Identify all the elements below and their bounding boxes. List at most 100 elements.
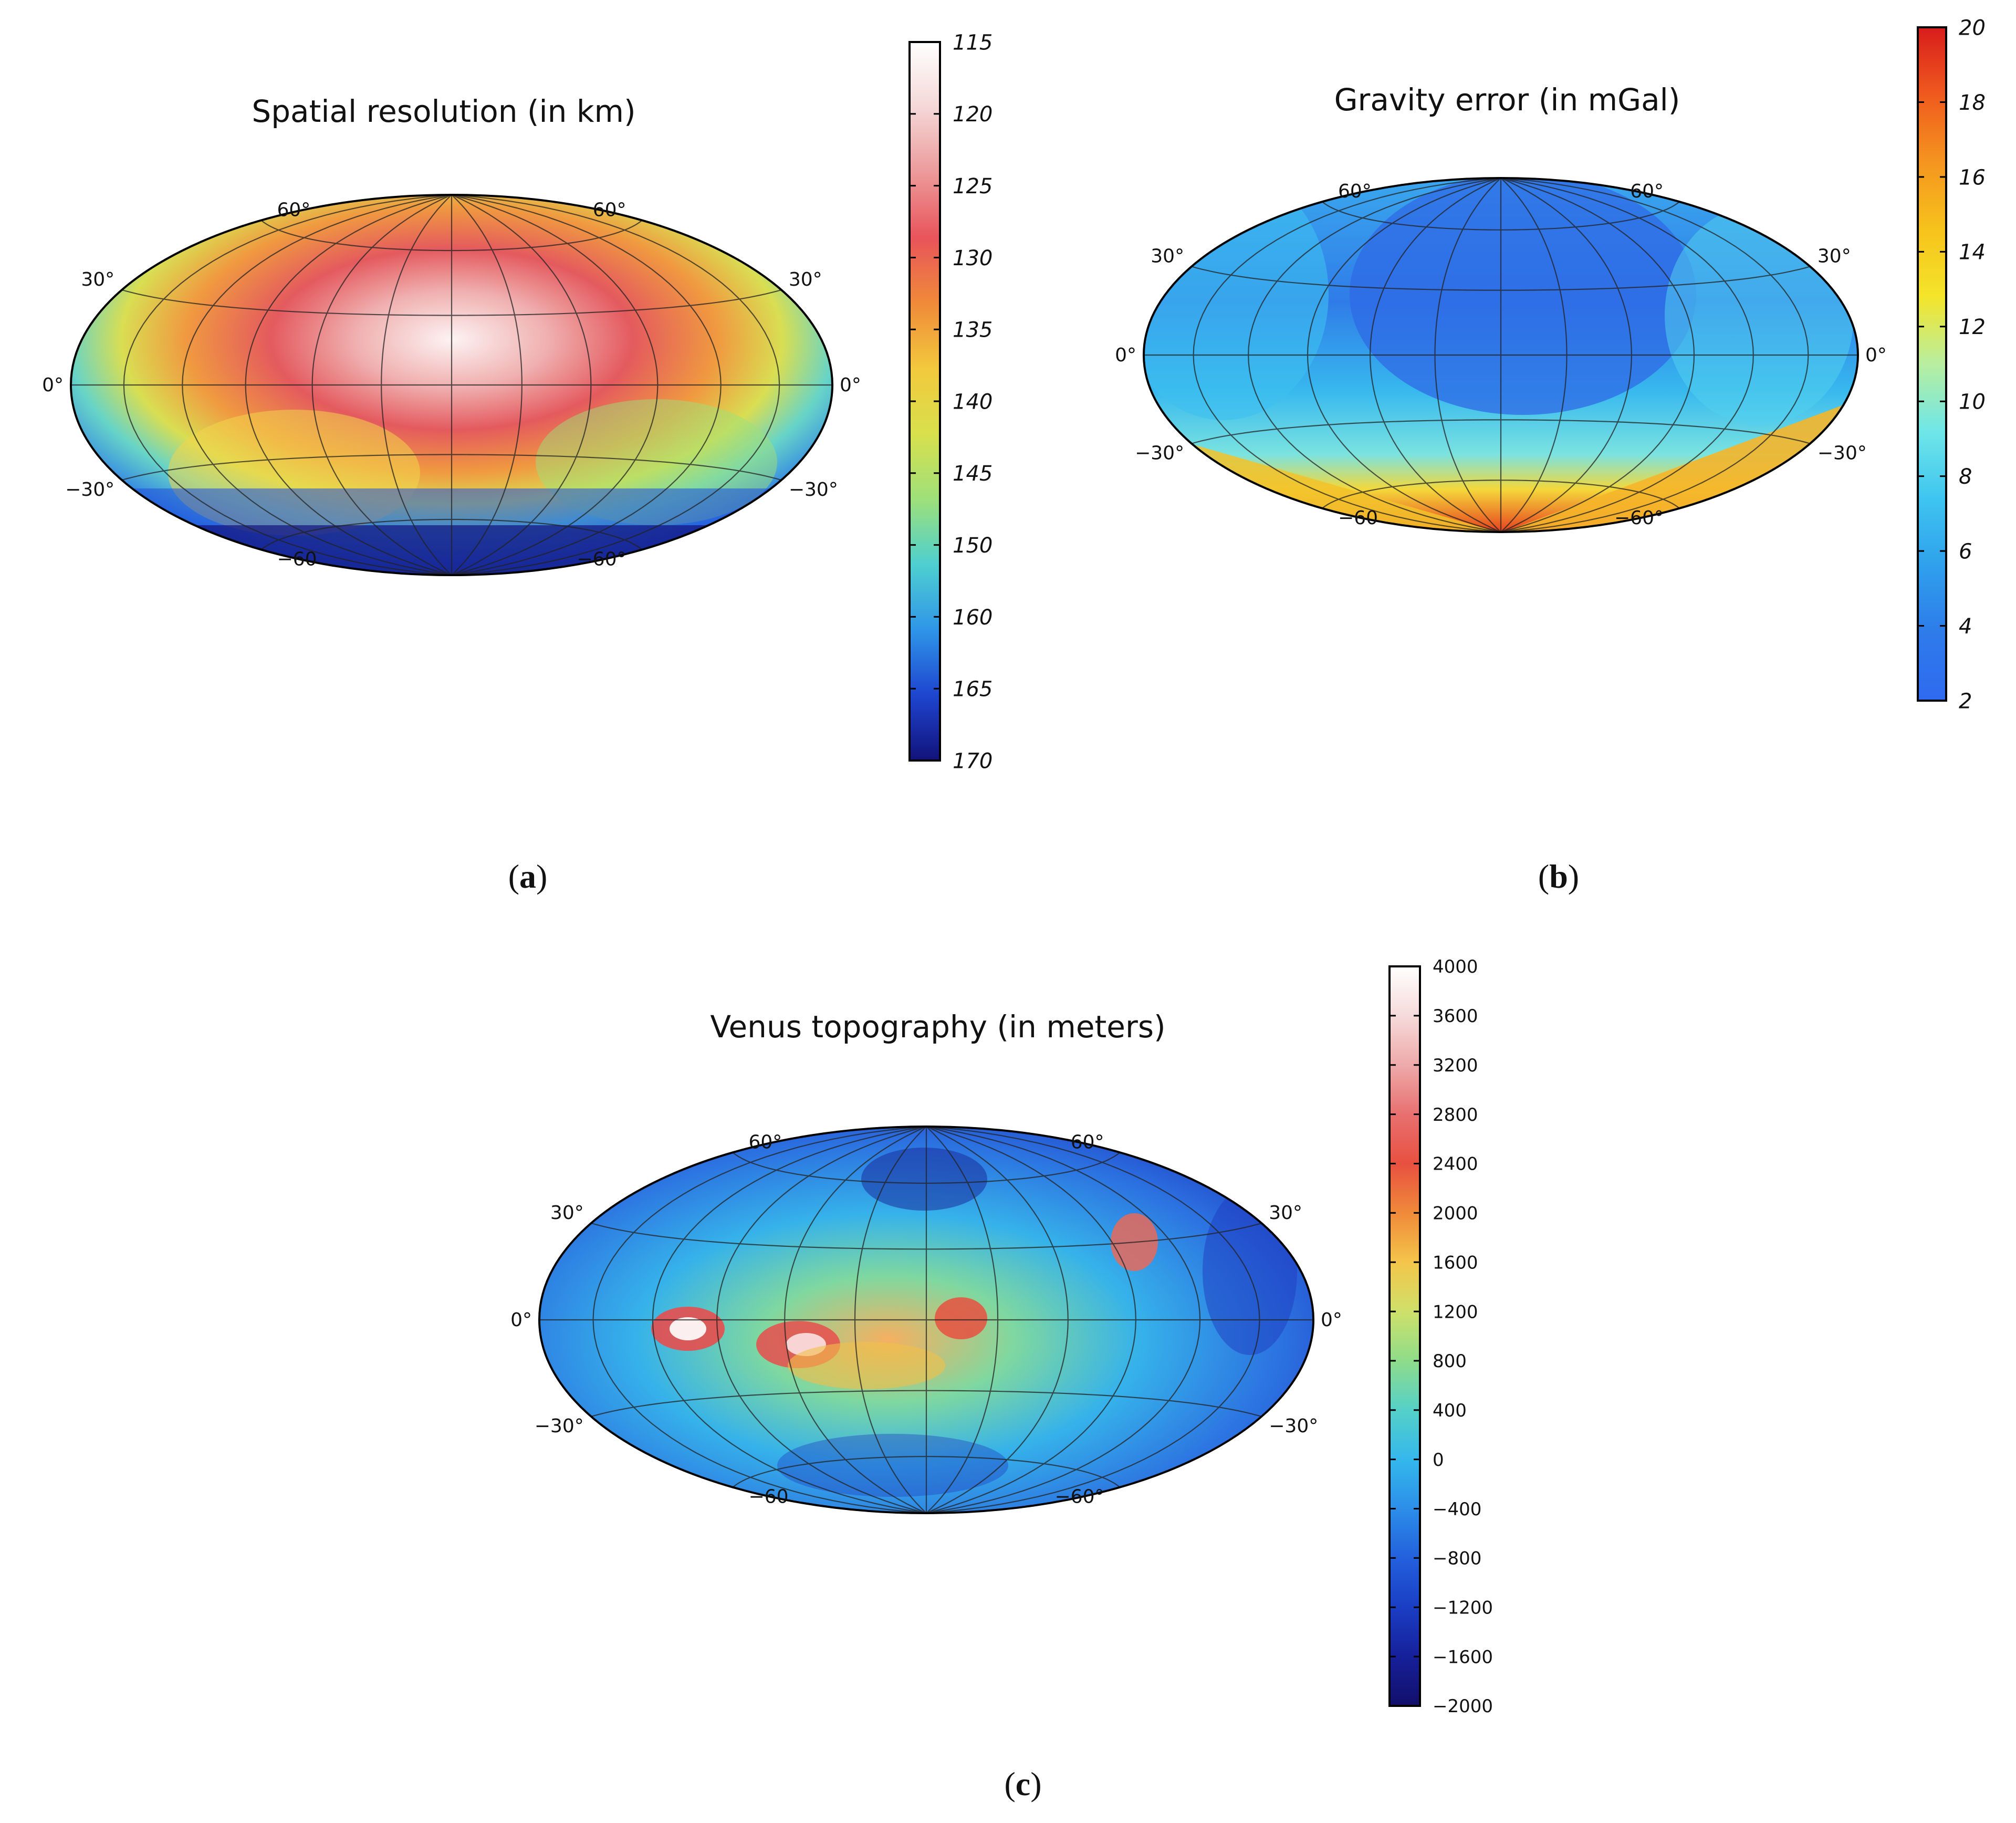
panel-c-meridian (926, 1126, 1069, 1514)
panel-a-meridian (451, 194, 722, 576)
lat-label-left: −30° (65, 479, 114, 501)
panel-a-meridian (245, 194, 452, 576)
panel-a-colorbar-tick-label: 115 (953, 30, 993, 55)
lat-label-left: −60 (1338, 507, 1378, 529)
lat-label-right: −30° (1817, 443, 1867, 464)
panel-c-colorbar-tick-label: −800 (1433, 1548, 1481, 1569)
lat-label-right: 60° (1630, 181, 1664, 202)
lat-label-left: 60° (1338, 181, 1372, 202)
panel-c-colorbar-tick-label: 400 (1433, 1400, 1467, 1421)
panel-c-caption-open: ( (1004, 1765, 1015, 1803)
panel-c-meridian (716, 1126, 927, 1514)
panel-b-meridian (1248, 177, 1501, 533)
lat-label-left: 0° (42, 374, 64, 396)
panel-a-meridian (311, 194, 452, 576)
panel-a-meridian (451, 194, 659, 576)
panel-c-colorbar-tick-label: −400 (1433, 1499, 1481, 1520)
lat-label-left: 0° (1115, 345, 1136, 366)
panel-c-meridian (592, 1126, 927, 1514)
panel-a-map-outline (70, 194, 833, 576)
panel-b-map-outline (1143, 177, 1859, 533)
panel-a-colorbar-tick-label: 145 (953, 462, 993, 486)
panel-b-caption-close: ) (1568, 858, 1579, 895)
panel-b-meridian (1434, 178, 1501, 533)
panel-c-meridian (926, 1126, 999, 1514)
lat-label-left: 60° (277, 199, 311, 221)
lat-label-right: 30° (789, 269, 822, 290)
panel-b-lat-labels: 60° 60° 30° 30° 0° 0° −30° −30° −60 −60° (1115, 181, 1887, 529)
panel-c-graticule (539, 1126, 1313, 1514)
lat-label-right: −60° (577, 549, 626, 570)
panel-a-colorbar: 115 120 125 130 135 140 145 150 160 165 170 (908, 30, 993, 773)
panel-a-meridian (381, 194, 452, 576)
panel-a-colorbar-tick-label: 135 (953, 318, 993, 342)
panel-b-meridian (1369, 177, 1501, 533)
panel-a-map (71, 195, 832, 575)
panel-c-map-outline (538, 1126, 1314, 1514)
panel-c-colorbar-tick-label: 2800 (1433, 1105, 1478, 1126)
panel-b: Gravity error (in mGal) 60° 60° 30° 30° 0° 0°… (1115, 16, 1986, 895)
panel-b-map (1144, 178, 1858, 532)
panel-a-colorbar-tick-label: 170 (953, 749, 993, 773)
lat-label-right: −60° (1055, 1486, 1104, 1508)
panel-c-meridian (854, 1126, 927, 1514)
lat-label-right: −60° (1614, 507, 1664, 529)
panel-a-colorbar-tick-label: 120 (953, 102, 993, 127)
panel-b-colorbar-tick-label: 10 (1959, 390, 1986, 414)
panel-c-meridian (784, 1126, 927, 1514)
lat-label-right: 0° (1321, 1309, 1342, 1331)
panel-c-colorbar-tick-label: 1200 (1433, 1301, 1478, 1322)
panel-b-meridian (1500, 177, 1809, 533)
panel-c-meridian (652, 1126, 927, 1514)
panel-b-meridian (1500, 177, 1633, 533)
lat-label-left: 30° (81, 269, 114, 290)
panel-a-title: Spatial resolution (in km) (252, 93, 635, 129)
panel-c-meridian (926, 1126, 1260, 1514)
lat-label-right: 0° (1865, 345, 1887, 366)
panel-a-colorbar-tick-label: 165 (953, 678, 993, 702)
panel-a-colorbar-ticks: 115 120 125 130 135 140 145 150 160 165 170 (910, 30, 993, 773)
lat-label-left: 30° (1151, 246, 1184, 267)
panel-a: Spatial resolution (in km) 60° 60° 30° 30° 0… (42, 30, 993, 895)
panel-b-colorbar-bar (1917, 26, 1947, 702)
panel-b-meridian (1193, 177, 1501, 533)
panel-b-colorbar-tick-label: 20 (1959, 16, 1986, 40)
panel-c-colorbar-tick-label: −1600 (1433, 1647, 1493, 1668)
panel-c-colorbar-tick-label: 3600 (1433, 1006, 1478, 1027)
panel-a-caption-letter: a (519, 858, 536, 895)
panel-b-caption-letter: b (1549, 858, 1568, 895)
lat-label-right: 30° (1269, 1202, 1302, 1224)
panel-c: Venus topography (in meters) 60° 60° 30° 30… (510, 956, 1493, 1803)
panel-b-colorbar-tick-label: 14 (1959, 241, 1986, 265)
lat-label-left: 0° (510, 1309, 532, 1331)
panel-b-caption-open: ( (1538, 858, 1549, 895)
panel-c-colorbar-tick-label: 1600 (1433, 1252, 1478, 1273)
panel-b-graticule (1144, 177, 1858, 533)
panel-b-caption: (b) (1538, 858, 1579, 895)
panel-a-meridian (451, 194, 592, 576)
lat-label-right: −30° (1269, 1415, 1318, 1437)
lat-label-right: 60° (1071, 1131, 1104, 1153)
panel-c-colorbar-tick-label: 3200 (1433, 1055, 1478, 1076)
panel-b-meridian (1307, 177, 1501, 533)
lat-label-left: −30° (535, 1415, 584, 1437)
panel-c-title: Venus topography (in meters) (710, 1009, 1165, 1045)
panel-b-colorbar-tick-label: 18 (1959, 91, 1986, 115)
panel-c-colorbar-tick-label: 0 (1433, 1450, 1444, 1471)
panel-a-meridian (182, 194, 452, 576)
panel-b-colorbar-tick-label: 8 (1959, 465, 1972, 489)
lat-label-left: −30° (1135, 443, 1184, 464)
panel-c-caption: (c) (1004, 1765, 1041, 1803)
panel-a-meridian (123, 194, 452, 576)
panel-c-colorbar-bar (1388, 965, 1421, 1707)
panel-c-caption-close: ) (1030, 1765, 1041, 1803)
panel-b-colorbar-tick-label: 12 (1959, 315, 1986, 339)
lat-label-left: 60° (749, 1131, 782, 1153)
panel-a-meridian (451, 194, 780, 576)
panel-a-colorbar-tick-label: 140 (953, 390, 993, 414)
panel-b-colorbar-tick-label: 6 (1959, 540, 1972, 564)
panel-b-colorbar-tick-label: 4 (1959, 614, 1972, 639)
panel-b-colorbar-tick-label: 16 (1959, 165, 1986, 190)
